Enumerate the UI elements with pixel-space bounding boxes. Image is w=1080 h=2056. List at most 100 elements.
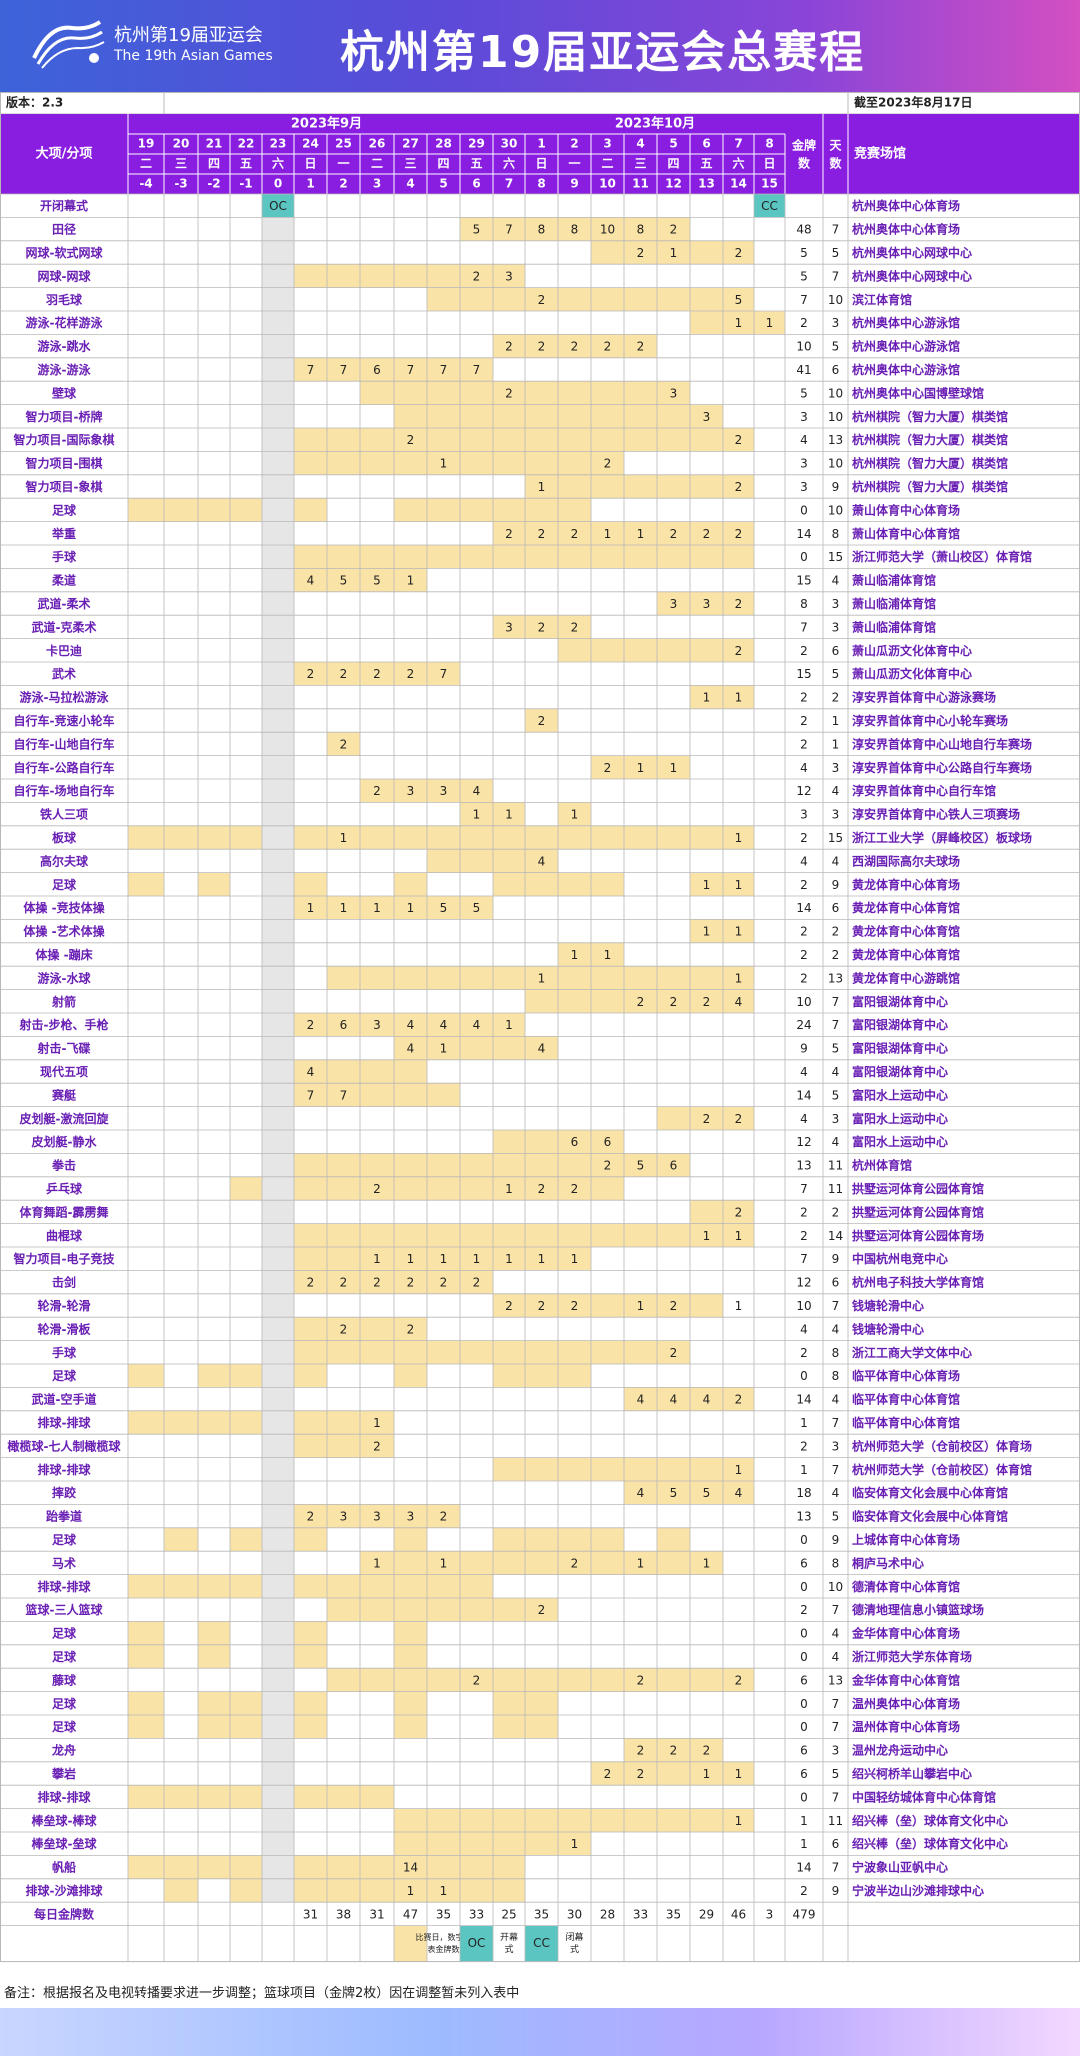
row-gold-total: 9 xyxy=(800,1042,808,1056)
row-gold-total: 7 xyxy=(800,620,808,634)
daily-gold-total: 31 xyxy=(369,1907,384,1921)
competition-day-cell xyxy=(723,1200,754,1224)
competition-day-cell xyxy=(394,1059,427,1084)
gold-count-cell: 1 xyxy=(703,1767,711,1781)
competition-day-cell xyxy=(198,1644,230,1669)
daily-gold-total: 35 xyxy=(436,1907,451,1921)
schedule-row xyxy=(0,521,1080,545)
gold-count-cell: 2 xyxy=(571,1182,579,1196)
competition-day-cell xyxy=(360,1504,394,1528)
row-gold-total: 0 xyxy=(800,1369,808,1383)
competition-day-cell xyxy=(591,240,624,265)
row-gold-total: 2 xyxy=(800,737,808,751)
competition-day-cell xyxy=(294,264,327,288)
competition-day-cell xyxy=(327,1410,360,1435)
competition-day-cell xyxy=(294,1317,327,1341)
row-days: 7 xyxy=(832,1018,840,1032)
daily-gold-total: 25 xyxy=(501,1907,516,1921)
gold-count-cell: 3 xyxy=(505,269,513,283)
competition-day-cell xyxy=(723,521,754,545)
schedule-row xyxy=(0,1317,1080,1341)
row-days: 3 xyxy=(832,620,840,634)
competition-day-cell xyxy=(394,1364,427,1388)
competition-day-cell xyxy=(360,1668,394,1692)
competition-day-cell xyxy=(394,825,427,850)
row-days: 13 xyxy=(828,1673,843,1687)
reserve-day-cell xyxy=(262,1644,294,1669)
competition-day-cell xyxy=(624,474,657,499)
row-gold-total: 5 xyxy=(800,269,808,283)
row-gold-total: 6 xyxy=(800,1767,808,1781)
schedule-row xyxy=(0,240,1080,265)
competition-day-cell xyxy=(394,1083,427,1107)
competition-day-cell xyxy=(690,287,723,311)
competition-day-cell xyxy=(690,1738,723,1762)
gold-count-cell: 2 xyxy=(604,1159,612,1173)
daily-gold-total: 35 xyxy=(534,1907,549,1921)
daynum-header: 10 xyxy=(599,177,616,191)
competition-day-cell xyxy=(327,966,360,990)
reserve-day-cell xyxy=(262,685,294,709)
row-days: 2 xyxy=(832,691,840,705)
gold-count-cell: 2 xyxy=(505,340,513,354)
venue-name: 温州体育中心体育场 xyxy=(852,1719,960,1734)
schedule-row xyxy=(0,334,1080,358)
competition-day-cell xyxy=(657,287,690,311)
competition-day-cell xyxy=(525,404,558,428)
competition-day-cell xyxy=(525,1551,558,1575)
row-gold-total: 14 xyxy=(796,1861,811,1875)
weekday-header: 三 xyxy=(634,157,646,171)
competition-day-cell xyxy=(493,498,525,522)
competition-day-cell xyxy=(493,1130,525,1154)
event-header: 大项/分项 xyxy=(36,146,93,162)
gold-count-cell: 7 xyxy=(440,667,448,681)
competition-day-cell xyxy=(460,428,493,452)
gold-count-cell: 1 xyxy=(766,316,774,330)
competition-day-cell xyxy=(460,1153,493,1177)
competition-day-cell xyxy=(198,1621,230,1645)
schedule-row xyxy=(0,1083,1080,1107)
gold-count-cell: 7 xyxy=(340,1088,348,1102)
row-days: 3 xyxy=(832,808,840,822)
competition-day-cell xyxy=(690,825,723,850)
competition-day-cell xyxy=(558,615,591,639)
competition-day-cell xyxy=(164,1785,198,1809)
gold-count-cell: 7 xyxy=(307,1088,315,1102)
competition-day-cell xyxy=(591,1761,624,1786)
competition-day-cell xyxy=(360,1223,394,1247)
competition-day-cell xyxy=(460,1223,493,1247)
row-days: 5 xyxy=(832,1510,840,1524)
competition-day-cell xyxy=(294,1364,327,1388)
event-name: 自行车-竞速小轮车 xyxy=(14,713,115,728)
competition-day-cell xyxy=(460,1668,493,1692)
gold-count-cell: 2 xyxy=(473,1276,481,1290)
competition-day-cell xyxy=(493,1598,525,1622)
competition-day-cell xyxy=(128,825,164,850)
competition-day-cell xyxy=(690,919,723,943)
competition-day-cell xyxy=(525,1457,558,1481)
competition-day-cell xyxy=(327,1247,360,1271)
competition-day-cell xyxy=(657,474,690,499)
competition-day-cell xyxy=(394,545,427,569)
gold-count-cell: 1 xyxy=(407,901,415,915)
event-name: 皮划艇-静水 xyxy=(31,1134,98,1149)
competition-day-cell xyxy=(327,1434,360,1458)
competition-day-cell xyxy=(460,264,493,288)
venue-name: 金华体育中心体育场 xyxy=(851,1626,960,1641)
competition-day-cell xyxy=(624,1808,657,1832)
legend-text: 比赛日，数字代 xyxy=(416,1932,472,1942)
gold-count-cell: 2 xyxy=(735,246,743,260)
gold-count-cell: 2 xyxy=(373,667,381,681)
competition-day-cell xyxy=(493,966,525,990)
row-gold-total: 4 xyxy=(800,1112,808,1126)
competition-day-cell xyxy=(591,217,624,241)
competition-day-cell xyxy=(427,545,460,569)
gold-count-cell: 3 xyxy=(703,597,711,611)
competition-day-cell xyxy=(327,428,360,452)
row-gold-total: 1 xyxy=(800,1814,808,1828)
reserve-day-cell xyxy=(262,1715,294,1739)
competition-day-cell xyxy=(558,381,591,405)
gold-count-cell: 2 xyxy=(637,340,645,354)
competition-day-cell xyxy=(624,381,657,405)
totals-label: 每日金牌数 xyxy=(34,1906,95,1921)
